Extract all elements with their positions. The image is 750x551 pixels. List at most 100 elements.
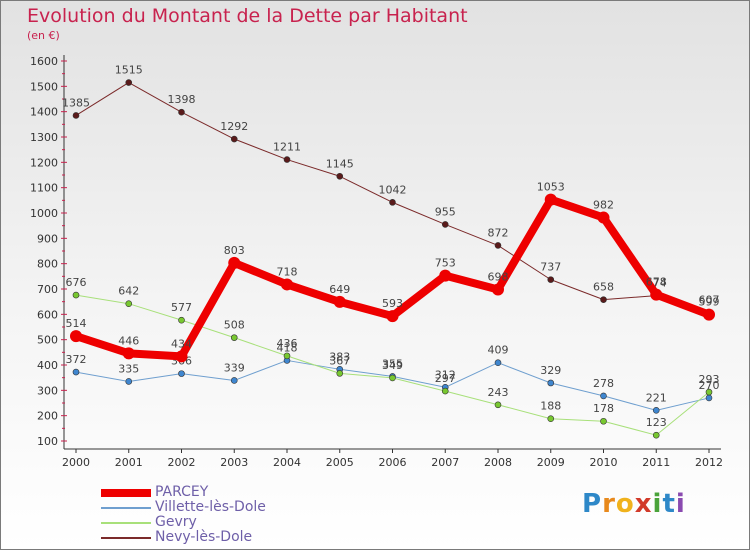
legend-swatch-gevry xyxy=(101,521,151,524)
data-point-parcey xyxy=(544,193,557,206)
data-point-gevry xyxy=(547,415,555,423)
legend-label-gevry: Gevry xyxy=(155,514,197,530)
data-label-parcey: 649 xyxy=(329,283,350,296)
data-label-parcey: 434 xyxy=(171,337,192,350)
data-label-navy-l-s-dole: 955 xyxy=(435,205,456,218)
data-label-villette-l-s-dole: 418 xyxy=(277,341,298,354)
data-point-navy-l-s-dole xyxy=(125,79,133,86)
x-tick-label: 2012 xyxy=(695,456,723,469)
data-label-parcey: 718 xyxy=(277,265,298,278)
proxiti-logo: Proxiti xyxy=(582,489,686,519)
data-label-navy-l-s-dole: 1292 xyxy=(220,120,248,133)
x-tick-label: 2003 xyxy=(220,456,248,469)
data-label-parcey: 514 xyxy=(66,317,87,330)
data-point-parcey xyxy=(122,347,135,360)
data-point-villette-l-s-dole xyxy=(652,407,660,414)
data-point-navy-l-s-dole xyxy=(72,112,80,119)
data-label-parcey: 593 xyxy=(382,297,403,310)
legend-swatch-villette xyxy=(101,506,151,509)
data-label-gevry: 349 xyxy=(382,359,403,372)
x-tick-label: 2002 xyxy=(168,456,196,469)
data-label-gevry: 178 xyxy=(593,402,614,415)
data-point-parcey xyxy=(281,278,293,291)
data-label-villette-l-s-dole: 312 xyxy=(435,368,456,381)
data-label-villette-l-s-dole: 329 xyxy=(540,364,561,377)
data-point-navy-l-s-dole xyxy=(547,276,555,283)
y-tick-label: 1600 xyxy=(30,55,58,68)
x-tick-label: 2004 xyxy=(273,456,301,469)
y-tick-label: 1500 xyxy=(30,80,58,93)
data-label-parcey: 982 xyxy=(593,199,614,212)
x-tick-label: 2011 xyxy=(642,456,670,469)
data-label-parcey: 753 xyxy=(435,257,456,270)
y-tick-label: 400 xyxy=(37,359,58,372)
data-point-gevry xyxy=(336,370,344,377)
data-point-parcey xyxy=(703,308,715,321)
data-label-villette-l-s-dole: 383 xyxy=(329,350,350,363)
data-label-gevry: 243 xyxy=(488,386,509,399)
legend-item-gevry: Gevry xyxy=(101,515,266,530)
data-label-parcey: 1053 xyxy=(537,181,565,194)
x-tick-label: 2010 xyxy=(590,456,618,469)
data-label-navy-l-s-dole: 1385 xyxy=(62,96,90,109)
logo-letter: o xyxy=(615,489,635,519)
data-point-villette-l-s-dole xyxy=(230,377,238,384)
y-tick-label: 100 xyxy=(37,435,58,448)
data-label-parcey: 446 xyxy=(118,334,139,347)
data-point-villette-l-s-dole xyxy=(72,368,80,376)
data-label-navy-l-s-dole: 737 xyxy=(540,261,561,274)
y-tick-label: 1300 xyxy=(30,131,58,144)
y-tick-label: 1400 xyxy=(30,106,58,119)
data-label-gevry: 188 xyxy=(540,400,561,413)
x-tick-label: 2007 xyxy=(431,456,459,469)
data-point-gevry xyxy=(230,334,238,341)
y-tick-label: 800 xyxy=(37,258,58,271)
data-point-navy-l-s-dole xyxy=(230,135,238,143)
data-point-parcey xyxy=(228,256,241,269)
data-label-parcey: 599 xyxy=(699,296,720,309)
data-point-villette-l-s-dole xyxy=(178,370,185,377)
logo-letter: x xyxy=(634,489,653,519)
data-label-navy-l-s-dole: 607 xyxy=(699,294,720,307)
data-point-gevry xyxy=(494,401,502,409)
data-point-gevry xyxy=(72,291,80,299)
data-label-navy-l-s-dole: 1145 xyxy=(326,157,354,170)
chart-subtitle: (en €) xyxy=(27,29,60,42)
data-label-navy-l-s-dole: 1211 xyxy=(273,141,301,154)
data-point-gevry xyxy=(389,374,396,382)
legend-item-parcey: PARCEY xyxy=(101,485,266,500)
data-point-parcey xyxy=(597,211,610,224)
data-point-navy-l-s-dole xyxy=(283,156,291,163)
data-point-parcey xyxy=(439,269,452,282)
data-point-gevry xyxy=(283,352,291,360)
legend-label-villette: Villette-lès-Dole xyxy=(155,499,266,515)
data-label-gevry: 577 xyxy=(171,301,192,314)
data-point-parcey xyxy=(175,350,188,363)
logo-letter: i xyxy=(675,489,686,519)
data-point-gevry xyxy=(441,387,449,395)
x-tick-label: 2006 xyxy=(379,456,407,469)
y-tick-label: 1200 xyxy=(30,156,58,169)
data-label-gevry: 508 xyxy=(224,319,245,332)
data-label-villette-l-s-dole: 372 xyxy=(66,353,87,366)
data-label-gevry: 676 xyxy=(66,276,87,289)
y-tick-label: 300 xyxy=(37,384,58,397)
y-tick-label: 200 xyxy=(37,410,58,423)
data-point-gevry xyxy=(600,417,607,425)
y-tick-label: 1000 xyxy=(30,207,58,220)
data-point-parcey xyxy=(70,330,82,343)
data-point-villette-l-s-dole xyxy=(547,379,555,387)
data-point-parcey xyxy=(333,295,346,308)
series-line-navy-l-s-dole xyxy=(75,82,710,314)
data-point-navy-l-s-dole xyxy=(441,221,449,228)
data-label-villette-l-s-dole: 270 xyxy=(699,379,720,392)
data-label-gevry: 293 xyxy=(699,373,720,386)
data-point-gevry xyxy=(125,300,133,307)
logo-letter: P xyxy=(582,489,603,519)
data-label-villette-l-s-dole: 339 xyxy=(224,361,245,374)
data-point-gevry xyxy=(652,431,660,439)
legend-label-nevy: Nevy-lès-Dole xyxy=(155,529,253,545)
x-tick-label: 2005 xyxy=(326,456,354,469)
data-point-parcey xyxy=(650,288,663,301)
